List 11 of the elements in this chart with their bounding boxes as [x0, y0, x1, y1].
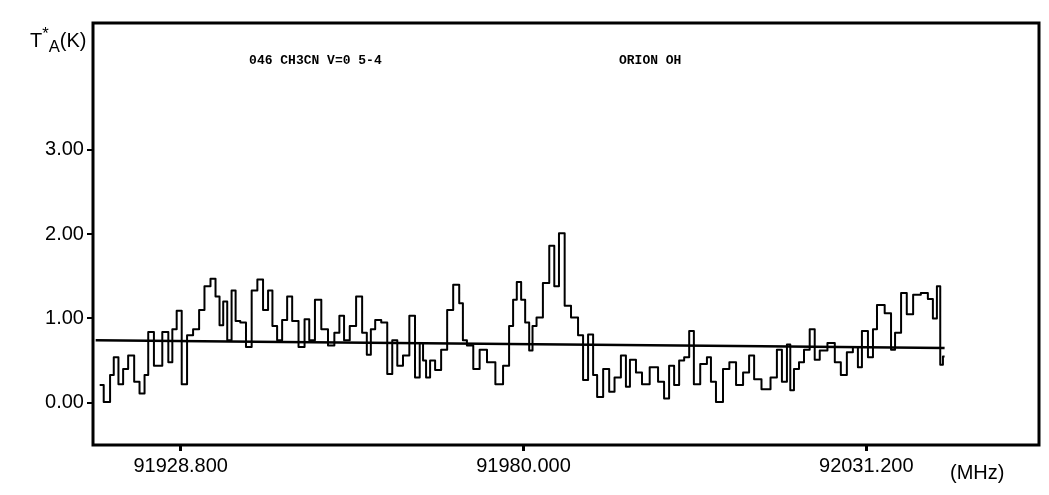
y-axis-title: T$^{*}$$_{A}$(K) [30, 24, 87, 57]
y-tick-label: 2.00 [45, 221, 84, 244]
y-tick-label: 1.00 [45, 305, 84, 328]
y-tick-label: 3.00 [45, 137, 84, 160]
y-tick-label: 0.00 [45, 390, 84, 413]
x-axis-title: (MHz) [950, 461, 1005, 484]
x-tick-label: 91928.800 [133, 453, 228, 476]
x-tick-label: 91980.000 [476, 453, 571, 476]
annotation: 046 CH3CN V=0 5-4 [249, 53, 382, 69]
x-tick-label: 92031.200 [819, 453, 914, 476]
annotation: ORION OH [618, 53, 682, 69]
